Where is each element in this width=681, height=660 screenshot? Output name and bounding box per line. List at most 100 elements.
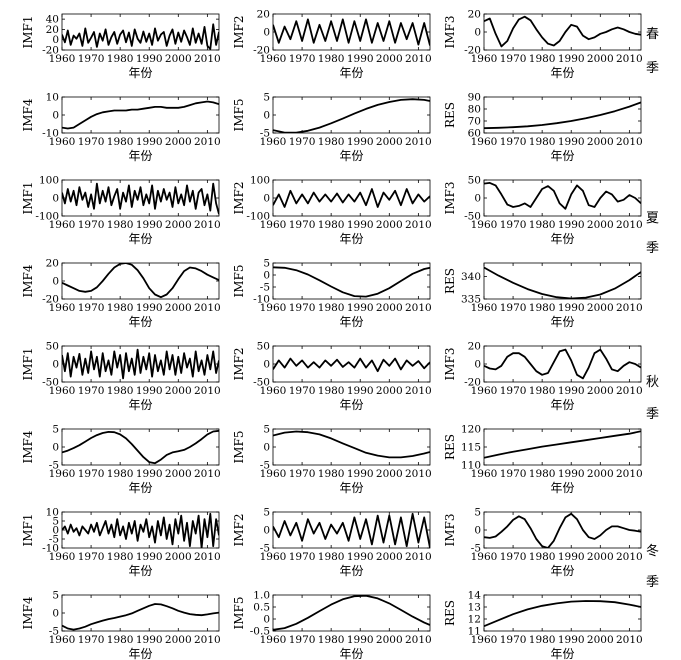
- x-tick-label: 1970: [500, 468, 527, 480]
- y-tick-label: -20: [464, 45, 481, 57]
- x-tick-label: 2010: [405, 385, 432, 397]
- x-axis-label: 年份: [128, 149, 152, 163]
- x-tick-label: 1960: [471, 136, 498, 148]
- x-tick-label: 1960: [49, 468, 76, 480]
- series-line: [62, 263, 219, 299]
- series-line: [273, 188, 430, 208]
- x-tick-label: 2010: [616, 468, 643, 480]
- y-axis-label: IMF3: [443, 514, 457, 547]
- x-tick-label: 2010: [405, 53, 432, 65]
- y-tick-label: 0: [263, 359, 270, 371]
- axes-frame: [483, 13, 642, 51]
- y-tick-label: 11: [468, 626, 481, 638]
- y-tick-label: -5: [260, 460, 270, 472]
- y-tick-label: 0: [52, 276, 59, 288]
- x-tick-label: 1970: [500, 302, 527, 314]
- series-line: [484, 15, 641, 48]
- series-line: [273, 98, 430, 133]
- x-tick-label: 1990: [558, 136, 585, 148]
- series-line: [484, 430, 641, 459]
- x-tick-label: 1990: [136, 136, 163, 148]
- x-tick-label: 1960: [260, 219, 287, 231]
- subplot-20: 1960 1970 1980 1990 2000 2010 -5 0 5 IMF2 年份: [232, 507, 432, 579]
- x-axis-label: 年份: [128, 232, 152, 246]
- x-tick-label: 2010: [194, 551, 221, 563]
- series-line: [484, 181, 641, 210]
- y-tick-label: -50: [42, 377, 59, 389]
- x-tick-label: 1990: [136, 551, 163, 563]
- y-tick-label: 5: [263, 424, 270, 436]
- y-tick-label: -5: [471, 543, 481, 555]
- x-tick-label: 2010: [616, 385, 643, 397]
- x-tick-label: 2010: [194, 385, 221, 397]
- season-autumn-bottom: 季: [646, 407, 659, 422]
- subplot-4: 1960 1970 1980 1990 2000 2010 -10 0 10 IMF4 年份: [21, 92, 221, 164]
- series-line: [273, 266, 430, 298]
- x-tick-label: 2010: [405, 302, 432, 314]
- x-tick-label: 1990: [136, 634, 163, 646]
- y-axis-label: IMF2: [232, 348, 246, 381]
- y-axis-label: IMF2: [232, 182, 246, 215]
- x-tick-label: 2010: [405, 219, 432, 231]
- y-tick-label: 110: [461, 460, 481, 472]
- x-axis-label: 年份: [339, 481, 363, 495]
- x-axis-label: 年份: [550, 315, 574, 329]
- x-tick-label: 1960: [49, 219, 76, 231]
- x-tick-label: 1960: [260, 136, 287, 148]
- y-axis-label: IMF5: [232, 99, 246, 132]
- series-line: [62, 512, 219, 548]
- x-axis-label: 年份: [550, 232, 574, 246]
- x-axis-label: 年份: [339, 232, 363, 246]
- subplot-21: 1960 1970 1980 1990 2000 2010 -5 0 5 IMF3 年份: [443, 507, 643, 579]
- x-tick-label: 1960: [49, 551, 76, 563]
- series-line: [62, 603, 219, 631]
- x-axis-label: 年份: [128, 398, 152, 412]
- series-line: [273, 18, 430, 46]
- series-line: [62, 348, 219, 380]
- x-tick-label: 1980: [529, 53, 556, 65]
- x-tick-label: 1970: [289, 53, 316, 65]
- series-line: [273, 512, 430, 548]
- x-tick-label: 1980: [318, 468, 345, 480]
- y-tick-label: 0: [263, 614, 270, 626]
- y-tick-label: 70: [468, 116, 481, 128]
- y-tick-label: 12: [468, 614, 481, 626]
- season-autumn-top: 秋: [646, 375, 659, 390]
- x-axis-label: 年份: [339, 149, 363, 163]
- x-tick-label: 1960: [260, 385, 287, 397]
- x-tick-label: 1960: [49, 53, 76, 65]
- x-tick-label: 1970: [78, 468, 105, 480]
- series-line: [273, 430, 430, 459]
- x-tick-label: 2000: [165, 53, 192, 65]
- y-axis-label: IMF1: [21, 182, 35, 215]
- y-tick-label: 0.5: [253, 602, 270, 614]
- y-tick-label: 5: [52, 424, 59, 436]
- x-tick-label: 2010: [405, 468, 432, 480]
- y-axis-label: RES: [443, 600, 457, 626]
- y-axis-label: IMF2: [232, 16, 246, 49]
- y-axis-label: RES: [443, 434, 457, 460]
- subplot-7: 1960 1970 1980 1990 2000 2010 -100 0 100 IMF1 年份: [21, 175, 221, 247]
- y-axis-label: IMF2: [232, 514, 246, 547]
- x-tick-label: 1990: [136, 468, 163, 480]
- season-winter-bottom: 季: [646, 575, 659, 590]
- y-tick-label: 10: [46, 92, 59, 104]
- x-tick-label: 2000: [165, 551, 192, 563]
- x-tick-label: 1970: [78, 634, 105, 646]
- y-axis-label: IMF5: [232, 265, 246, 298]
- season-summer-top: 夏: [646, 211, 659, 226]
- x-tick-label: 1980: [318, 302, 345, 314]
- x-tick-label: 1990: [558, 551, 585, 563]
- x-tick-label: 2000: [165, 136, 192, 148]
- subplot-3: 1960 1970 1980 1990 2000 2010 -20 0 20 IMF3 年份: [443, 9, 643, 81]
- y-axis-label: IMF5: [232, 431, 246, 464]
- y-tick-label: 13: [468, 602, 481, 614]
- axes-frame: [483, 511, 642, 549]
- series-line: [484, 600, 641, 628]
- x-tick-label: 1960: [260, 634, 287, 646]
- x-tick-label: 2010: [616, 302, 643, 314]
- x-tick-label: 1970: [500, 136, 527, 148]
- x-tick-label: 1970: [500, 219, 527, 231]
- y-tick-label: 80: [468, 104, 481, 116]
- y-tick-label: 0: [52, 193, 59, 205]
